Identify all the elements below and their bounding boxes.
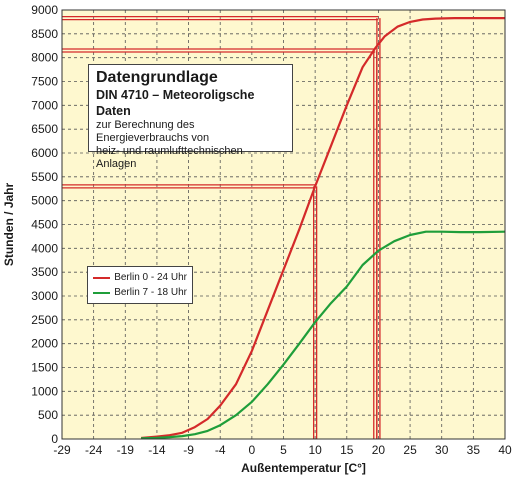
legend-item-berlin-7-18: Berlin 7 - 18 Uhr [93, 285, 187, 300]
legend-label-berlin-0-24: Berlin 0 - 24 Uhr [114, 272, 187, 283]
x-axis-label: Außentemperatur [C°] [241, 461, 366, 475]
x-tick-label-13: 35 [467, 443, 481, 457]
y-tick-label-3: 1500 [31, 361, 58, 375]
series-layer [141, 17, 506, 440]
x-tick-label-5: -4 [215, 443, 226, 457]
legend: Berlin 0 - 24 Uhr Berlin 7 - 18 Uhr [87, 266, 193, 304]
x-tick-label-8: 10 [308, 443, 322, 457]
y-tick-label-7: 3500 [31, 265, 58, 279]
x-tick-label-12: 30 [435, 443, 449, 457]
plot-frame [61, 9, 506, 440]
y-tick-label-6: 3000 [31, 289, 58, 303]
y-tick-label-18: 9000 [31, 3, 58, 17]
y-tick-labels: 0 500 1000 1500 2000 2500 3000 3500 4000 4500 5000… [31, 3, 58, 446]
x-tick-label-2: -19 [117, 443, 135, 457]
y-tick-label-0: 0 [51, 432, 58, 446]
y-tick-label-11: 5500 [31, 170, 58, 184]
info-box: Datengrundlage DIN 4710 – Meteoroligsche… [88, 64, 293, 170]
x-tick-label-4: -9 [183, 443, 194, 457]
x-tick-label-14: 40 [498, 443, 512, 457]
y-tick-label-9: 4500 [31, 218, 58, 232]
y-tick-label-2: 1000 [31, 384, 58, 398]
y-tick-label-1: 500 [38, 408, 58, 422]
y-tick-label-10: 5000 [31, 194, 58, 208]
y-tick-label-5: 2500 [31, 313, 58, 327]
x-tick-label-11: 25 [403, 443, 417, 457]
series-line-0 [141, 17, 505, 440]
x-tick-label-10: 20 [372, 443, 386, 457]
y-tick-label-16: 8000 [31, 51, 58, 65]
x-tick-label-1: -24 [85, 443, 103, 457]
legend-item-berlin-0-24: Berlin 0 - 24 Uhr [93, 270, 187, 285]
legend-label-berlin-7-18: Berlin 7 - 18 Uhr [114, 287, 187, 298]
y-tick-label-8: 4000 [31, 241, 58, 255]
x-tick-label-9: 15 [340, 443, 354, 457]
x-tick-label-7: 5 [280, 443, 287, 457]
reference-lines [62, 15, 381, 439]
x-tick-labels: -29 -24 -19 -14 -9 -4 0 5 10 15 20 25 30 35 40 [53, 443, 512, 457]
info-text-line2: heiz- und raumlufttechnischen Anlagen [96, 145, 243, 170]
reference-line-0 [62, 184, 318, 439]
y-tick-label-12: 6000 [31, 146, 58, 160]
legend-swatch-red [93, 276, 111, 279]
y-tick-label-14: 7000 [31, 98, 58, 112]
x-tick-label-3: -14 [148, 443, 166, 457]
info-text-line1: zur Berechnung des Energieverbrauchs von [96, 119, 210, 144]
series-line-1 [141, 230, 506, 440]
y-axis-label: Stunden / Jahr [2, 182, 16, 266]
y-tick-label-15: 7500 [31, 75, 58, 89]
reference-line-2 [62, 15, 381, 439]
y-tick-label-4: 2000 [31, 337, 58, 351]
y-tick-label-17: 8500 [31, 27, 58, 41]
x-tick-label-0: -29 [53, 443, 71, 457]
x-tick-label-6: 0 [249, 443, 256, 457]
legend-swatch-green [93, 291, 111, 294]
info-title: Datengrundlage [96, 69, 218, 86]
info-subtitle: DIN 4710 – Meteoroligsche Daten [96, 88, 255, 118]
y-tick-label-13: 6500 [31, 122, 58, 136]
